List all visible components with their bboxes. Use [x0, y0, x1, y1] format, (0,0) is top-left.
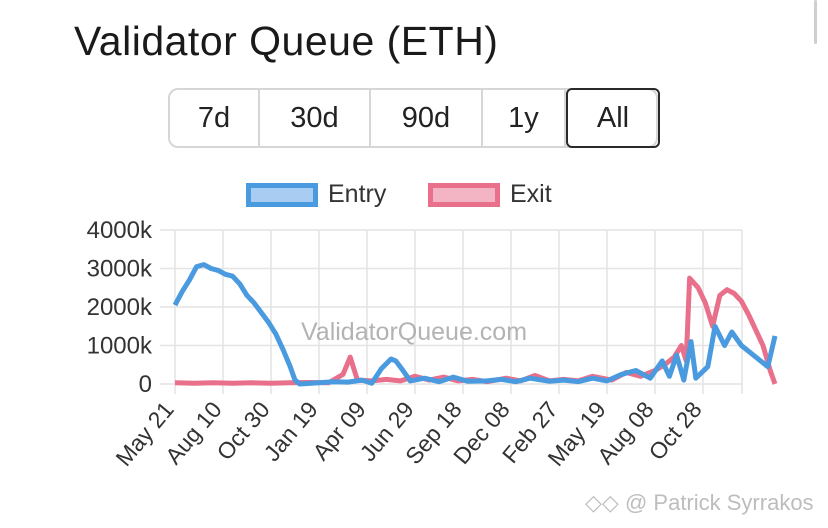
range-7d-button[interactable]: 7d — [170, 90, 260, 146]
y-tick-label: 2000k — [87, 294, 153, 321]
credit-text: @ Patrick Syrrakos — [624, 490, 814, 515]
y-axis-ticks: 0 1000k 2000k 3000k 4000k — [87, 217, 153, 398]
range-1y-button[interactable]: 1y — [483, 90, 566, 146]
range-30d-button[interactable]: 30d — [260, 90, 371, 146]
y-tick-label: 4000k — [87, 217, 153, 244]
y-tick-label: 3000k — [87, 256, 153, 283]
chart-watermark: ValidatorQueue.com — [301, 318, 527, 346]
x-tick-label: Oct 28 — [643, 397, 706, 466]
legend-entry[interactable]: Entry — [246, 180, 386, 209]
time-range-selector: 7d 30d 90d 1y All — [168, 88, 660, 148]
page-title: Validator Queue (ETH) — [74, 18, 499, 64]
chart-legend: Entry Exit — [0, 176, 828, 212]
legend-exit[interactable]: Exit — [428, 180, 552, 209]
range-all-button[interactable]: All — [566, 88, 660, 148]
diamond-logo-icon: ◇◇ — [585, 490, 619, 515]
x-tick-label: Jan 19 — [259, 397, 323, 467]
y-tick-label: 0 — [139, 371, 152, 398]
legend-exit-label: Exit — [510, 180, 552, 208]
legend-entry-label: Entry — [328, 180, 387, 208]
legend-entry-swatch — [246, 182, 318, 207]
page-scrollbar[interactable] — [814, 0, 817, 44]
chart-series — [172, 262, 778, 387]
y-tick-label: 1000k — [87, 333, 153, 360]
legend-exit-swatch — [428, 182, 500, 207]
range-90d-button[interactable]: 90d — [371, 90, 483, 146]
entry-series-line — [172, 262, 778, 387]
credit-watermark: ◇◇ @ Patrick Syrrakos — [585, 490, 814, 516]
